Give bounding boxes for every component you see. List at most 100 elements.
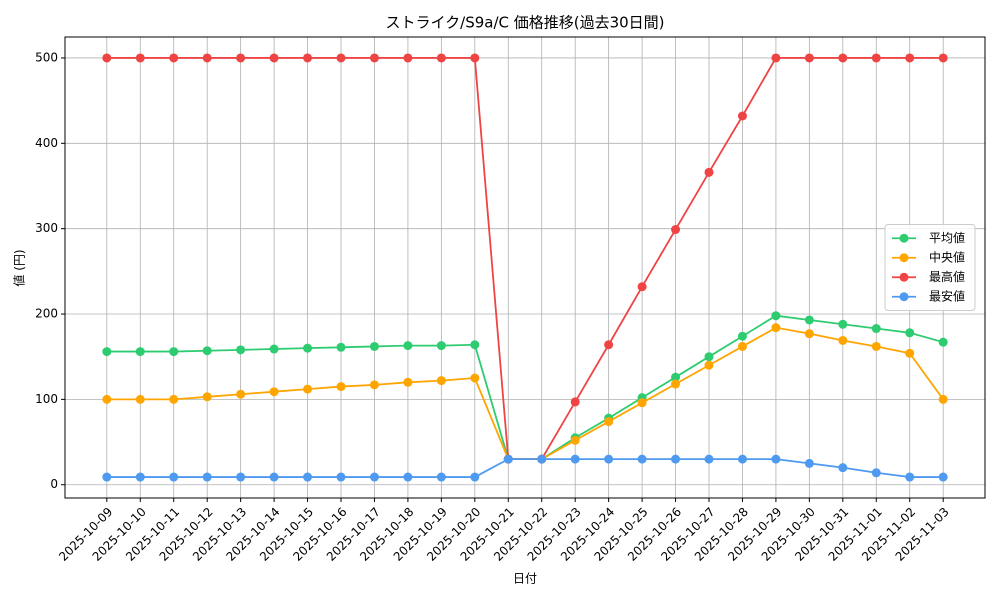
point [369,472,379,482]
point [938,337,948,347]
legend-marker [899,272,909,282]
series-line [106,326,944,461]
point [804,315,814,325]
point [771,53,781,63]
point [436,53,446,63]
point [671,454,681,464]
point [905,328,915,338]
point [303,343,313,353]
point [303,472,313,482]
x-axis-label: 日付 [513,572,537,586]
point [737,454,747,464]
point [369,53,379,63]
y-tick-label: 100 [35,392,58,406]
point [102,472,112,482]
point [637,282,647,292]
point [771,311,781,321]
point [135,394,145,404]
legend-box [884,224,976,311]
point [169,53,179,63]
point [102,53,112,63]
point [671,379,681,389]
point [838,319,848,329]
point [303,384,313,394]
point [369,380,379,390]
point [470,373,480,383]
legend-label: 中央値 [929,249,965,264]
point [671,225,681,235]
series-line [106,458,944,478]
legend-label: 平均値 [929,230,965,245]
point [604,340,614,350]
point [704,352,714,362]
point [303,53,313,63]
point [905,348,915,358]
point [470,472,480,482]
legend-label: 最安値 [929,288,965,303]
point [436,376,446,386]
point [570,435,580,445]
point [202,53,212,63]
point [838,53,848,63]
point [236,472,246,482]
point [737,331,747,341]
point [202,472,212,482]
point [637,398,647,408]
point [938,394,948,404]
point [135,472,145,482]
point [570,397,580,407]
y-tick-label: 200 [35,307,58,321]
point [403,472,413,482]
point [202,346,212,356]
point [838,335,848,345]
legend-marker [899,253,909,263]
point [704,454,714,464]
legend-marker [899,292,909,302]
point [269,344,279,354]
point [236,345,246,355]
point [436,472,446,482]
point [637,454,647,464]
legend-marker [899,233,909,243]
point [704,167,714,177]
point [804,53,814,63]
point [269,387,279,397]
point [403,53,413,63]
point [169,347,179,357]
point [737,111,747,121]
point [135,347,145,357]
point [169,394,179,404]
point [102,347,112,357]
y-tick-label: 500 [35,50,58,64]
point [336,382,346,392]
point [135,53,145,63]
point [905,53,915,63]
point [269,472,279,482]
point [503,454,513,464]
point [671,372,681,382]
point [804,458,814,468]
plot-frame [64,36,986,499]
point [838,463,848,473]
point [737,341,747,351]
y-tick-label: 300 [35,221,58,235]
point [236,53,246,63]
point [604,454,614,464]
point [871,341,881,351]
point [470,53,480,63]
point [403,377,413,387]
point [537,454,547,464]
point [905,472,915,482]
point [403,341,413,351]
series-line [106,57,944,461]
point [570,454,580,464]
point [938,53,948,63]
point [236,389,246,399]
legend-label: 最高値 [929,269,965,284]
point [336,472,346,482]
point [871,324,881,334]
point [704,360,714,370]
point [436,341,446,351]
